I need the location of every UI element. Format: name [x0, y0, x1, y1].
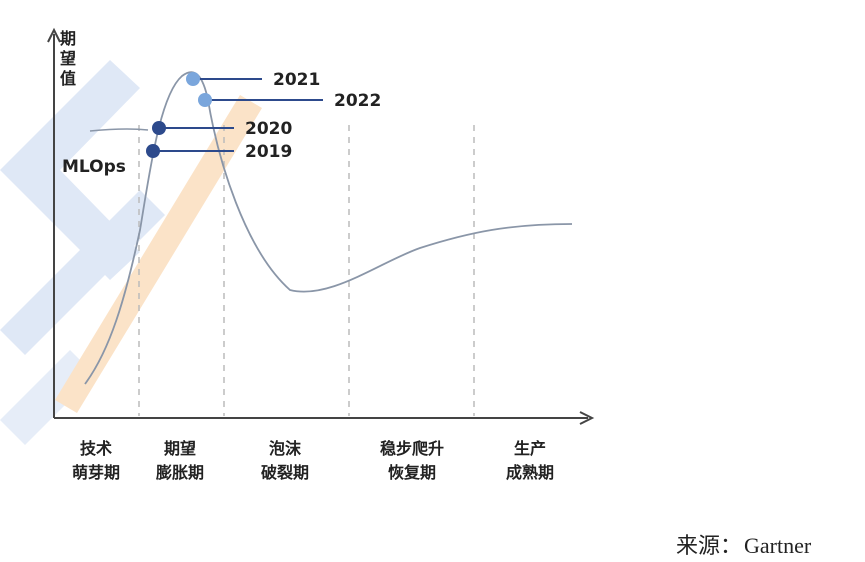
- y-axis-label-char: 期: [60, 29, 76, 48]
- technology-label: MLOps: [62, 157, 126, 177]
- hype-curve: [84, 71, 573, 385]
- marker-label-2019: 2019: [245, 142, 292, 162]
- x-axis-arrow: [579, 411, 595, 425]
- phase-label-line1: 泡沫: [269, 439, 302, 458]
- watermark-letter-shape: [0, 190, 165, 355]
- phase-label-line1: 期望: [164, 439, 196, 458]
- y-axis-label-char: 望: [60, 49, 76, 68]
- phase-label-line1: 稳步爬升: [380, 439, 444, 458]
- marker-dot-2020: [152, 121, 166, 135]
- phase-dividers: [138, 125, 475, 416]
- axes: [47, 27, 595, 425]
- marker-label-2021: 2021: [273, 70, 320, 90]
- y-axis-label-char: 值: [60, 69, 76, 88]
- watermark: [0, 60, 262, 445]
- marker-dot-2022: [198, 93, 212, 107]
- marker-label-2020: 2020: [245, 119, 292, 139]
- marker-dot-2019: [146, 144, 160, 158]
- watermark-stripe: [55, 95, 262, 413]
- phase-labels: 技术 萌芽期 期望 膨胀期 泡沫 破裂期 稳步爬升 恢复期 生产 成熟期: [72, 439, 554, 482]
- phase-label-line2: 恢复期: [388, 463, 436, 482]
- phase-label-line1: 技术: [80, 439, 112, 458]
- year-markers: 2021 2022 2020 2019: [146, 70, 381, 162]
- source-label: 来源：: [676, 533, 743, 558]
- source-credit: 来源：Gartner: [676, 528, 811, 560]
- source-value: Gartner: [744, 533, 812, 558]
- phase-label-line2: 膨胀期: [156, 463, 204, 482]
- phase-label-line2: 破裂期: [261, 463, 309, 482]
- marker-dot-2021: [186, 72, 200, 86]
- y-axis-label: 期 望 值: [60, 29, 76, 88]
- marker-label-2022: 2022: [334, 91, 381, 111]
- phase-label-line1: 生产: [514, 439, 546, 458]
- y-axis-arrow: [47, 27, 61, 43]
- phase-label-line2: 成熟期: [506, 463, 554, 482]
- trigger-guide-curve: [89, 128, 149, 132]
- phase-label-line2: 萌芽期: [72, 463, 120, 482]
